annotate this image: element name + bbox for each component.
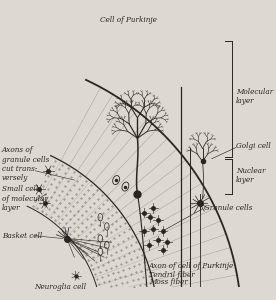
Text: Basket cell: Basket cell	[2, 232, 42, 240]
Text: Moss fiber: Moss fiber	[149, 278, 187, 286]
Text: Neuroglia cell: Neuroglia cell	[34, 283, 86, 291]
Text: Axon of cell of Purkinje: Axon of cell of Purkinje	[149, 262, 234, 270]
Text: Axons of
granule cells
cut trans-
versely: Axons of granule cells cut trans- versel…	[2, 146, 49, 182]
Text: Nuclear
layer: Nuclear layer	[236, 167, 266, 184]
Text: Tendril fiber: Tendril fiber	[149, 271, 194, 279]
Text: Molecular
layer: Molecular layer	[236, 88, 273, 105]
Text: Cell of Purkinje: Cell of Purkinje	[100, 16, 156, 24]
Text: Small cell
of molecular
layer: Small cell of molecular layer	[2, 185, 48, 212]
Text: Golgi cell: Golgi cell	[236, 142, 271, 150]
Text: Granule cells: Granule cells	[204, 204, 253, 212]
